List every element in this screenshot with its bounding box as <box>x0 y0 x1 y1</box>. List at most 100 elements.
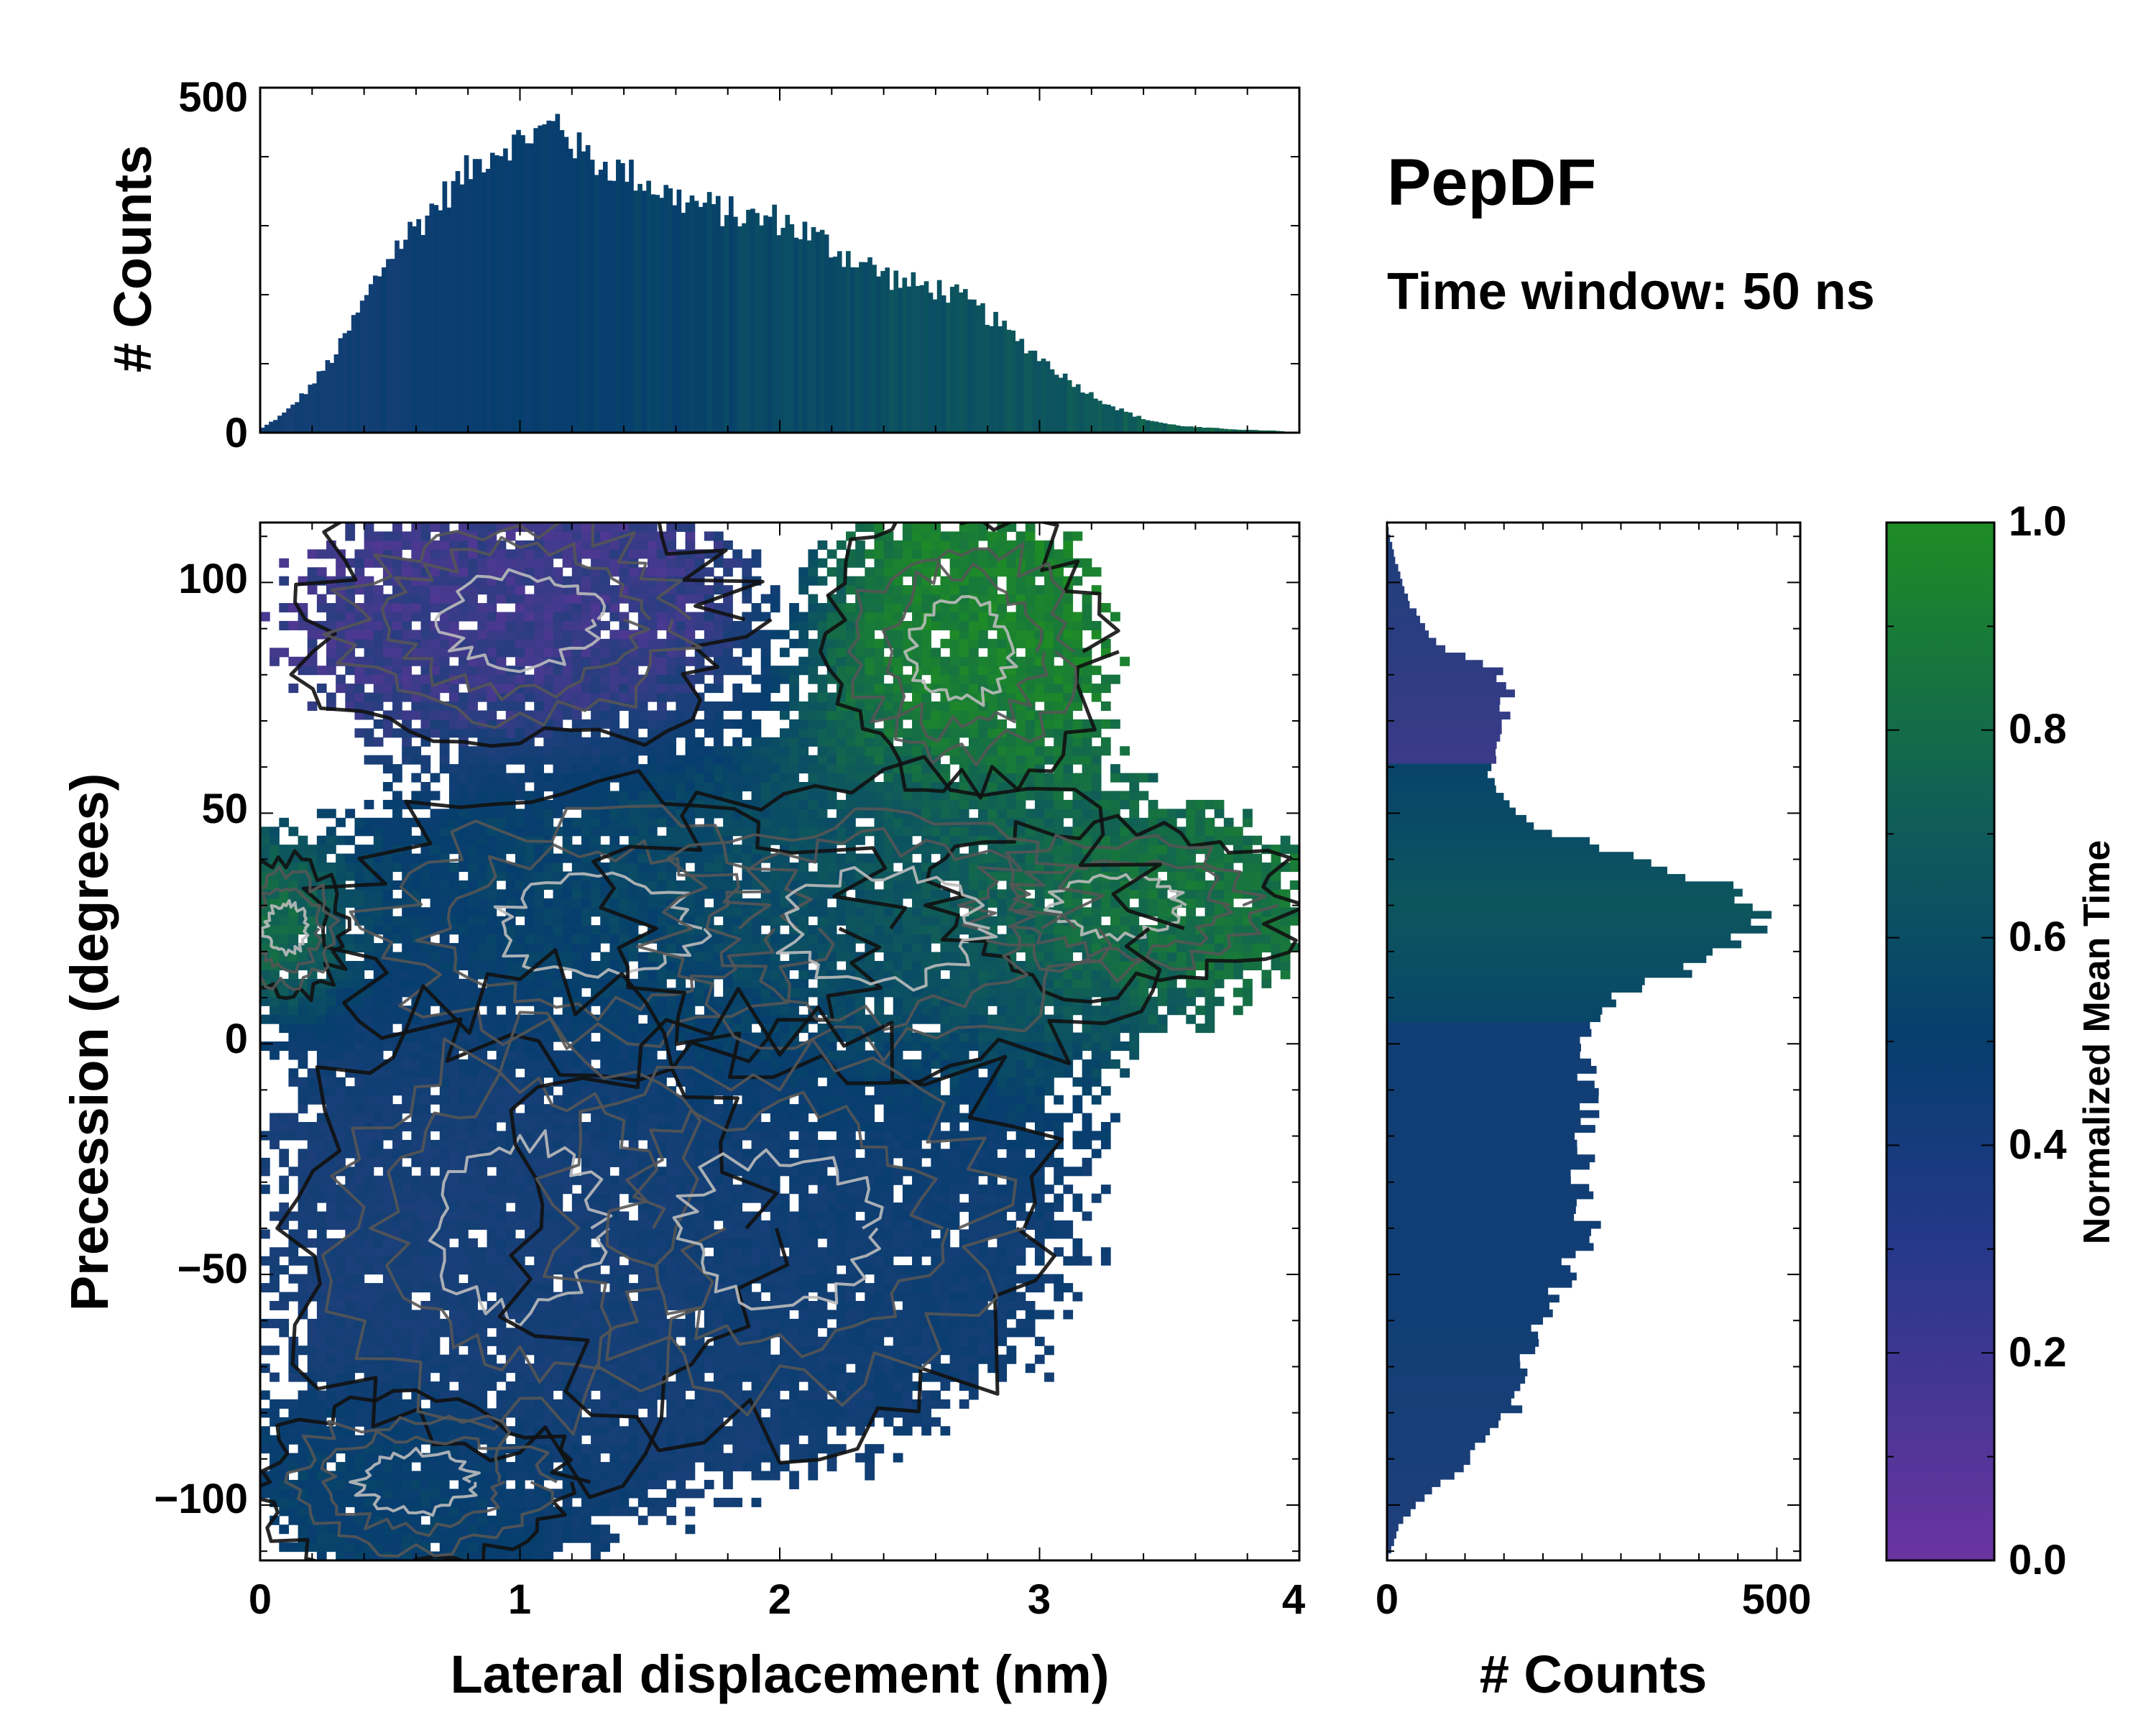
heatmap-cell <box>288 1408 299 1418</box>
heatmap-cell <box>600 523 610 533</box>
heatmap-cell <box>505 880 516 890</box>
heatmap-cell <box>354 576 365 586</box>
heatmap-cell <box>307 656 318 666</box>
heatmap-cell <box>619 684 630 694</box>
heatmap-cell <box>619 567 630 577</box>
heatmap-cell <box>676 764 686 774</box>
heatmap-cell <box>534 916 544 926</box>
heatmap-cell <box>505 1506 516 1517</box>
heatmap-cell <box>382 1220 393 1230</box>
heatmap-cell <box>354 1041 365 1052</box>
heatmap-cell <box>411 1533 422 1543</box>
heatmap-cell <box>525 612 535 622</box>
heatmap-cell <box>382 1479 393 1490</box>
heatmap-cell <box>487 1265 497 1275</box>
heatmap-cell <box>496 1220 507 1230</box>
heatmap-cell <box>373 1301 384 1311</box>
heatmap-cell <box>525 1515 535 1525</box>
heatmap-cell <box>392 1318 402 1328</box>
heatmap-cell <box>364 1283 374 1293</box>
heatmap-cell <box>326 1372 336 1382</box>
heatmap-cell <box>373 1256 384 1266</box>
heatmap-cell <box>354 666 365 676</box>
heatmap-cell <box>364 1346 374 1356</box>
heatmap-cell <box>515 755 525 765</box>
heatmap-cell <box>364 1551 374 1560</box>
heatmap-cell <box>307 549 318 559</box>
heatmap-cell <box>298 1077 308 1087</box>
heatmap-cell <box>676 1426 686 1436</box>
heatmap-cell <box>647 1390 658 1400</box>
heatmap-cell <box>326 835 336 845</box>
heatmap-cell <box>439 1462 450 1472</box>
heatmap-cell <box>354 1131 365 1141</box>
heatmap-cell <box>657 1238 667 1248</box>
top-histogram-bar <box>906 286 912 433</box>
heatmap-cell <box>439 666 450 676</box>
heatmap-cell <box>694 1372 705 1382</box>
heatmap-cell <box>411 684 422 694</box>
heatmap-cell <box>525 1381 535 1392</box>
heatmap-cell <box>326 666 336 676</box>
heatmap-cell <box>345 1238 356 1248</box>
heatmap-cell <box>270 970 280 980</box>
heatmap-cell <box>430 862 441 873</box>
heatmap-cell <box>496 773 507 783</box>
heatmap-cell <box>459 540 469 550</box>
heatmap-cell <box>600 809 610 819</box>
heatmap-cell <box>647 952 658 962</box>
heatmap-cell <box>704 1149 714 1159</box>
top-histogram-bar <box>403 239 408 433</box>
heatmap-cell <box>459 1086 469 1096</box>
heatmap-cell <box>468 880 478 890</box>
heatmap-cell <box>448 1265 459 1275</box>
heatmap-cell <box>553 853 563 863</box>
heatmap-cell <box>430 773 441 783</box>
heatmap-cell <box>336 1113 346 1123</box>
heatmap-cell <box>382 531 393 541</box>
heatmap-cell <box>704 862 714 873</box>
top-histogram-bar <box>898 288 903 433</box>
heatmap-cell <box>637 1211 648 1221</box>
top-histogram-bar <box>923 281 929 433</box>
top-histogram-bar <box>485 168 491 433</box>
heatmap-cell <box>666 960 676 971</box>
heatmap-cell <box>345 1095 356 1105</box>
heatmap-cell <box>392 540 402 550</box>
heatmap-cell <box>279 1113 290 1123</box>
heatmap-cell <box>525 1471 535 1481</box>
heatmap-cell <box>553 782 563 792</box>
heatmap-cell <box>364 1139 374 1149</box>
heatmap-cell <box>439 576 450 586</box>
heatmap-cell <box>336 1050 346 1060</box>
heatmap-cell <box>591 1497 601 1507</box>
heatmap-cell <box>562 549 573 559</box>
heatmap-cell <box>326 889 336 899</box>
heatmap-cell <box>354 1032 365 1042</box>
heatmap-cell <box>647 1247 658 1257</box>
heatmap-cell <box>581 576 591 586</box>
heatmap-cell <box>364 1497 374 1507</box>
heatmap-cell <box>307 1328 318 1338</box>
heatmap-cell <box>525 1059 535 1069</box>
top-histogram-bar <box>768 216 773 433</box>
heatmap-cell <box>647 907 658 917</box>
heatmap-cell <box>468 585 478 595</box>
heatmap-cell <box>685 531 696 541</box>
heatmap-cell <box>534 925 544 935</box>
heatmap-cell <box>685 1220 696 1230</box>
top-histogram-bar <box>1219 428 1224 433</box>
heatmap-cell <box>326 638 336 648</box>
heatmap-cell <box>307 1024 318 1034</box>
heatmap-cell <box>382 1104 393 1114</box>
heatmap-cell <box>694 916 705 926</box>
heatmap-cell <box>637 1301 648 1311</box>
heatmap-cell <box>392 1113 402 1123</box>
heatmap-cell <box>382 1533 393 1543</box>
heatmap-cell <box>666 1139 676 1149</box>
heatmap-cell <box>288 1050 299 1060</box>
heatmap-cell <box>515 925 525 935</box>
heatmap-cell <box>581 845 591 855</box>
heatmap-cell <box>477 809 488 819</box>
heatmap-cell <box>666 1381 676 1392</box>
